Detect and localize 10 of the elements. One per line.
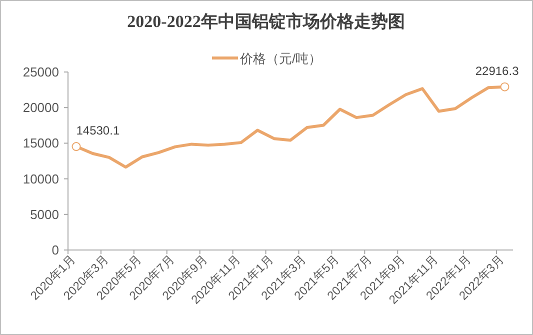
legend-label: 价格（元/吨）	[239, 51, 322, 66]
y-tick-label: 15000	[22, 136, 59, 151]
data-label: 22916.3	[475, 64, 520, 78]
y-tick-label: 5000	[30, 206, 59, 222]
y-tick-label: 25000	[22, 64, 59, 80]
y-tick-label: 10000	[22, 171, 59, 186]
chart-title: 2020-2022年中国铝锭市场价格走势图	[127, 12, 405, 31]
data-label: 14530.1	[76, 124, 120, 138]
y-tick-label: 20000	[22, 100, 59, 116]
y-tick-label: 0	[52, 242, 59, 258]
